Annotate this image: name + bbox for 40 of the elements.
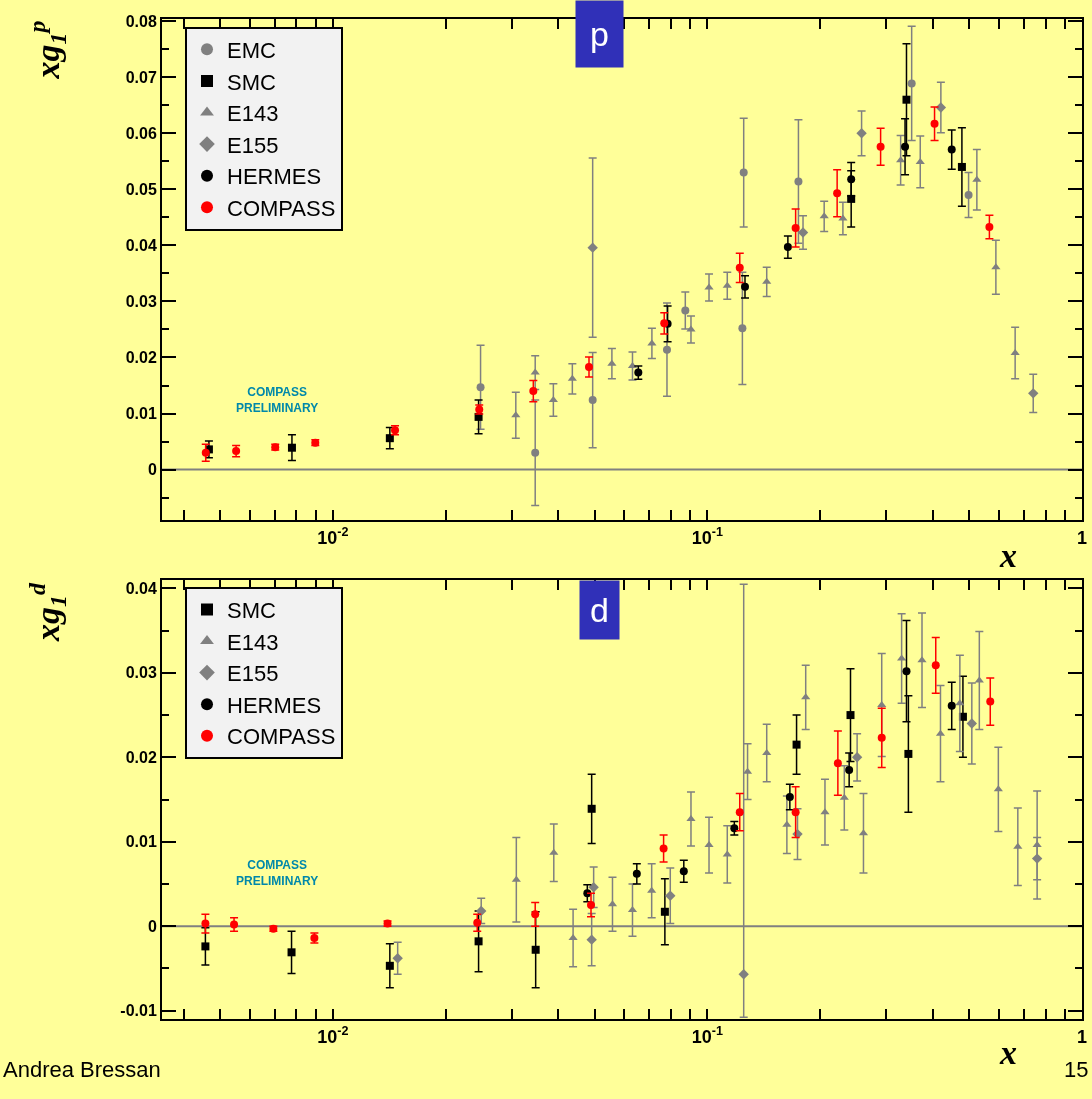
legend-label: E143	[227, 629, 279, 655]
y-tick-label: 0.01	[125, 405, 157, 423]
y-tick-label: 0.05	[125, 180, 157, 198]
legend-label: SMC	[227, 597, 276, 623]
x-axis-title: x	[999, 537, 1017, 574]
legend-label: E155	[227, 132, 279, 158]
annotation: d	[590, 591, 609, 629]
text: Andrea Bressan	[3, 1057, 161, 1082]
y-tick-label: 0.01	[125, 833, 157, 851]
legend-label: E155	[227, 661, 279, 687]
y-tick-label: 0.04	[125, 580, 157, 598]
x-tick-label: 10$^{-1}$	[691, 525, 724, 548]
annotation: COMPASS PRELIMINARY	[236, 858, 319, 888]
annotation: COMPASS PRELIMINARY	[236, 385, 319, 415]
legend-label: E143	[227, 101, 279, 127]
legend-label: COMPASS	[227, 195, 336, 221]
legend-label: HERMES	[227, 692, 322, 718]
y-tick-label: 0.03	[125, 293, 157, 311]
y-tick-label: 0.07	[125, 68, 157, 86]
x-axis-title: x	[999, 1034, 1017, 1071]
legend-label: EMC	[227, 37, 276, 63]
annotation: p	[590, 15, 609, 53]
legend-label: HERMES	[227, 164, 322, 190]
text: 15	[1064, 1057, 1089, 1082]
y-tick-label: 0.02	[125, 349, 157, 367]
x-tick-label: 1	[1076, 527, 1088, 548]
x-tick-label: 10$^{-1}$	[691, 1024, 724, 1047]
y-tick-label: 0.04	[125, 237, 157, 254]
legend-label: SMC	[227, 69, 276, 95]
x-tick-label: 1	[1076, 1026, 1088, 1047]
x-tick-label: 10$^{-2}$	[317, 525, 349, 548]
y-tick-label: 0.03	[125, 664, 157, 682]
y-tick-label: 0.02	[125, 748, 157, 766]
y-tick-label: 0.08	[125, 12, 157, 30]
x-tick-label: 10$^{-2}$	[317, 1024, 349, 1047]
y-tick-label: -0.01	[120, 1002, 157, 1020]
y-tick-label: 0.06	[125, 124, 157, 142]
legend-label: COMPASS	[227, 724, 336, 750]
y-tick-label: 0	[147, 917, 157, 935]
y-tick-label: 0	[147, 461, 157, 479]
